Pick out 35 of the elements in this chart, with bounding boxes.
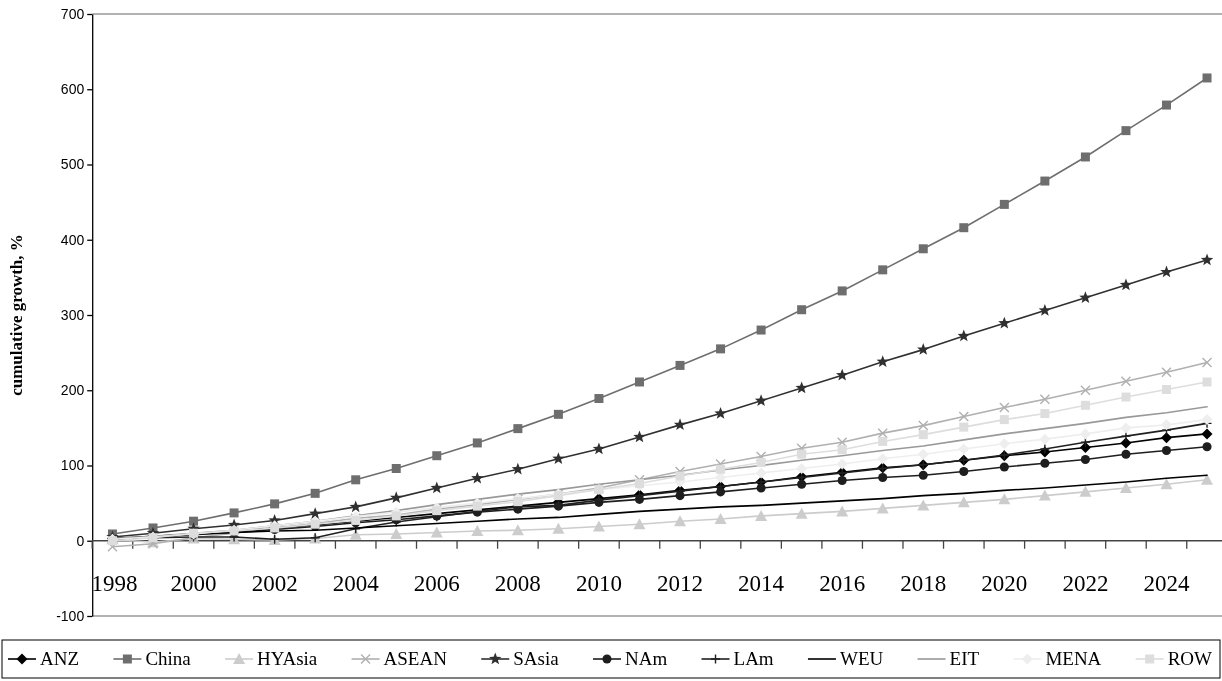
legend-label: EIT bbox=[949, 648, 980, 669]
x-tick-label: 2024 bbox=[1143, 570, 1190, 596]
y-tick-label: 300 bbox=[60, 306, 85, 323]
x-tick-label: 2018 bbox=[900, 570, 947, 596]
x-tick-label: 2020 bbox=[981, 570, 1028, 596]
legend-label: ASEAN bbox=[383, 648, 448, 669]
x-tick-label: 2000 bbox=[170, 570, 217, 596]
legend-label: WEU bbox=[839, 648, 884, 669]
legend-label: MENA bbox=[1045, 648, 1102, 669]
y-tick-label: 400 bbox=[60, 231, 85, 248]
x-tick-label: 1998 bbox=[91, 570, 138, 596]
legend-label: ANZ bbox=[40, 648, 80, 669]
x-tick-label: 2010 bbox=[575, 570, 622, 596]
x-tick-label: 2006 bbox=[413, 570, 460, 596]
y-tick-label: 0 bbox=[76, 532, 85, 549]
y-tick-label: 500 bbox=[60, 156, 85, 173]
legend-label: LAm bbox=[733, 648, 774, 669]
legend-label: SAsia bbox=[513, 648, 560, 669]
y-tick-label: 600 bbox=[60, 81, 85, 98]
legend-label: China bbox=[145, 648, 192, 669]
legend-label: NAm bbox=[624, 648, 668, 669]
x-tick-label: 2014 bbox=[738, 570, 785, 596]
x-tick-label: 2008 bbox=[494, 570, 541, 596]
y-axis-title: cumulative growth, % bbox=[7, 234, 26, 396]
legend-label: ROW bbox=[1167, 648, 1213, 669]
x-tick-label: 2012 bbox=[657, 570, 704, 596]
legend-label: HYAsia bbox=[257, 648, 318, 669]
x-tick-label: 2004 bbox=[332, 570, 380, 596]
y-tick-label: 700 bbox=[60, 5, 85, 22]
y-tick-label: 200 bbox=[60, 382, 85, 399]
x-tick-label: 2002 bbox=[251, 570, 298, 596]
y-tick-label: -100 bbox=[56, 607, 85, 624]
x-tick-label: 2022 bbox=[1062, 570, 1109, 596]
y-tick-label: 100 bbox=[60, 457, 85, 474]
x-tick-label: 2016 bbox=[819, 570, 866, 596]
